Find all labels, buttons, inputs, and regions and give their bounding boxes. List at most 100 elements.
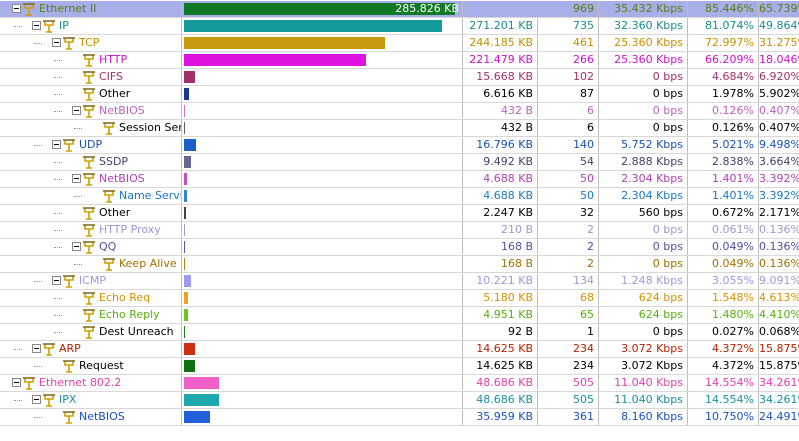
protocol-name-cell: HTTP bbox=[0, 52, 182, 68]
traffic-bar bbox=[184, 71, 195, 83]
tree-row[interactable]: Ethernet II 285.826 KB 969 35.432 Kbps 85.44… bbox=[0, 1, 799, 18]
byte-percent-value: 1.401% bbox=[688, 188, 759, 204]
protocol-node-icon bbox=[42, 393, 56, 407]
protocol-name-cell: Other bbox=[0, 86, 182, 102]
bytes-value: 92 B bbox=[463, 324, 538, 340]
packet-percent-value: 18.046% bbox=[759, 53, 799, 66]
traffic-bar bbox=[184, 139, 196, 151]
bitrate-value: 0 bps bbox=[599, 239, 688, 255]
tree-connector bbox=[54, 213, 62, 214]
collapse-toggle-icon[interactable] bbox=[72, 174, 81, 183]
tree-row[interactable]: NetBIOS 35.959 KB 361 8.160 Kbps 10.750% 24.4… bbox=[0, 409, 799, 426]
tree-row[interactable]: Ethernet 802.2 48.686 KB 505 11.040 Kbps 14.… bbox=[0, 375, 799, 392]
packets-value: 735 bbox=[538, 18, 599, 34]
packets-value: 140 bbox=[538, 137, 599, 153]
tree-connector bbox=[74, 196, 82, 197]
tree-row[interactable]: NetBIOS 4.688 KB 50 2.304 Kbps 1.401% 3.392% bbox=[0, 171, 799, 188]
tree-connector bbox=[54, 94, 62, 95]
collapse-toggle-icon[interactable] bbox=[12, 4, 21, 13]
protocol-name-cell: Ethernet 802.2 bbox=[0, 375, 182, 391]
protocol-name-cell: Other bbox=[0, 205, 182, 221]
tree-connector bbox=[14, 349, 22, 350]
tree-connector bbox=[34, 43, 42, 44]
tree-row[interactable]: TCP 244.185 KB 461 25.360 Kbps 72.997% 31.275… bbox=[0, 35, 799, 52]
tree-row[interactable]: Echo Reply 4.951 KB 65 624 bps 1.480% 4.410% bbox=[0, 307, 799, 324]
traffic-bar bbox=[184, 122, 185, 134]
tree-row[interactable]: ICMP 10.221 KB 134 1.248 Kbps 3.055% 9.091% bbox=[0, 273, 799, 290]
tree-row[interactable]: Echo Req 5.180 KB 68 624 bps 1.548% 4.613% bbox=[0, 290, 799, 307]
tree-row[interactable]: Other 6.616 KB 87 0 bps 1.978% 5.902% bbox=[0, 86, 799, 103]
packet-percent-value: 3.664% bbox=[759, 155, 799, 168]
collapse-toggle-icon[interactable] bbox=[72, 242, 81, 251]
protocol-name-cell: Dest Unreach bbox=[0, 324, 182, 340]
traffic-bar bbox=[184, 241, 185, 253]
tree-row[interactable]: Request 14.625 KB 234 3.072 Kbps 4.372% 15.87… bbox=[0, 358, 799, 375]
bytes-value: 48.686 KB bbox=[463, 392, 538, 408]
tree-row[interactable]: Other 2.247 KB 32 560 bps 0.672% 2.171% bbox=[0, 205, 799, 222]
traffic-bar-cell bbox=[183, 120, 463, 136]
collapse-toggle-icon[interactable] bbox=[32, 21, 41, 30]
packet-percent-value: 0.136% bbox=[759, 223, 799, 236]
packet-percent-value: 34.261% bbox=[759, 376, 799, 389]
traffic-bar-cell bbox=[183, 205, 463, 221]
collapse-toggle-icon[interactable] bbox=[52, 276, 61, 285]
protocol-name: IPX bbox=[59, 393, 77, 406]
packets-value: 54 bbox=[538, 154, 599, 170]
protocol-name: NetBIOS bbox=[79, 410, 125, 423]
byte-percent-value: 4.684% bbox=[688, 69, 759, 85]
bitrate-value: 8.160 Kbps bbox=[599, 409, 688, 425]
byte-percent-value: 1.480% bbox=[688, 307, 759, 323]
collapse-toggle-icon[interactable] bbox=[32, 395, 41, 404]
packets-value: 2 bbox=[538, 239, 599, 255]
tree-connector bbox=[54, 179, 62, 180]
bytes-value: 221.479 KB bbox=[463, 52, 538, 68]
bytes-value: 4.951 KB bbox=[463, 307, 538, 323]
packet-percent-value: 6.920% bbox=[759, 70, 799, 83]
packets-value: 505 bbox=[538, 392, 599, 408]
traffic-bar-cell bbox=[183, 358, 463, 374]
protocol-name: Request bbox=[79, 359, 124, 372]
traffic-bar bbox=[184, 377, 219, 389]
byte-percent-value: 85.446% bbox=[688, 1, 759, 17]
tree-connector bbox=[14, 26, 22, 27]
protocol-name-cell: NetBIOS bbox=[0, 409, 182, 425]
packet-percent-value: 49.864% bbox=[759, 19, 799, 32]
tree-row[interactable]: HTTP 221.479 KB 266 25.360 Kbps 66.209% 18.04… bbox=[0, 52, 799, 69]
bitrate-value: 25.360 Kbps bbox=[599, 35, 688, 51]
byte-percent-value: 81.074% bbox=[688, 18, 759, 34]
tree-row[interactable]: UDP 16.796 KB 140 5.752 Kbps 5.021% 9.498% bbox=[0, 137, 799, 154]
tree-row[interactable]: CIFS 15.668 KB 102 0 bps 4.684% 6.920% bbox=[0, 69, 799, 86]
tree-row[interactable]: SSDP 9.492 KB 54 2.888 Kbps 2.838% 3.664% bbox=[0, 154, 799, 171]
packets-value: 2 bbox=[538, 256, 599, 272]
bytes-value: 168 B bbox=[463, 239, 538, 255]
collapse-toggle-icon[interactable] bbox=[72, 106, 81, 115]
tree-connector bbox=[34, 366, 42, 367]
packet-percent-value: 15.875% bbox=[759, 359, 799, 372]
tree-connector bbox=[34, 281, 42, 282]
byte-percent-value: 4.372% bbox=[688, 358, 759, 374]
protocol-name: UDP bbox=[79, 138, 103, 151]
collapse-toggle-icon[interactable] bbox=[52, 38, 61, 47]
collapse-toggle-icon[interactable] bbox=[12, 378, 21, 387]
bitrate-value: 0 bps bbox=[599, 103, 688, 119]
bytes-value: 2.247 KB bbox=[463, 205, 538, 221]
collapse-toggle-icon[interactable] bbox=[32, 344, 41, 353]
protocol-name: HTTP bbox=[99, 53, 128, 66]
collapse-toggle-icon[interactable] bbox=[52, 140, 61, 149]
bitrate-value: 0 bps bbox=[599, 256, 688, 272]
byte-percent-value: 5.021% bbox=[688, 137, 759, 153]
tree-connector bbox=[34, 145, 42, 146]
bitrate-value: 1.248 Kbps bbox=[599, 273, 688, 289]
bytes-value: 9.492 KB bbox=[463, 154, 538, 170]
